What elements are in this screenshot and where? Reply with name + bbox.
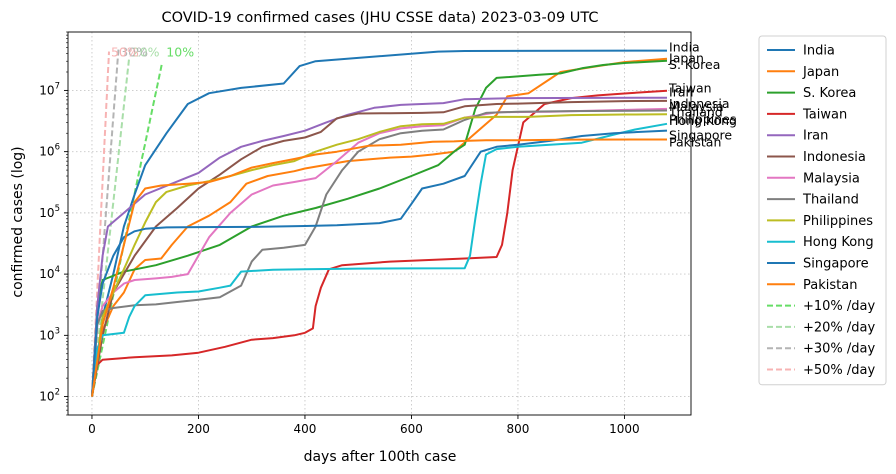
legend-label: Japan xyxy=(802,65,839,80)
legend-label: +30% /day xyxy=(803,342,876,357)
y-tick-label: 107 xyxy=(39,81,60,97)
plot-area xyxy=(91,47,668,397)
growth-line xyxy=(91,57,131,397)
series-line xyxy=(91,49,668,397)
series-end-label: Indonesia xyxy=(669,96,729,111)
y-axis-label: confirmed cases (log) xyxy=(10,146,26,297)
x-tick-label: 400 xyxy=(293,422,316,436)
legend: India Japan S. Korea Taiwan Iran Indonesia Mal… xyxy=(758,35,887,386)
series-end-label: S. Korea xyxy=(669,57,720,72)
legend-label: Singapore xyxy=(803,257,869,272)
legend-label: Thailand xyxy=(802,193,859,208)
y-tick-label: 103 xyxy=(39,326,60,342)
series-end-label: Pakistan xyxy=(669,135,721,150)
series-line xyxy=(91,107,668,397)
series-line xyxy=(91,138,668,397)
series-end-label: Singapore xyxy=(669,128,732,143)
series-line xyxy=(91,122,668,397)
y-tick-label: 104 xyxy=(39,265,60,281)
series-end-label: Iran xyxy=(669,85,693,100)
series-end-label: Philippines xyxy=(669,111,736,126)
legend-label: Malaysia xyxy=(803,171,860,186)
legend-label: +50% /day xyxy=(803,363,876,378)
series-end-label: India xyxy=(669,40,700,55)
series-line xyxy=(91,57,668,397)
series-line xyxy=(91,129,668,397)
x-tick-label: 600 xyxy=(400,422,423,436)
series-end-label: Taiwan xyxy=(668,81,712,96)
growth-line-label: 10% xyxy=(166,44,194,59)
plot-frame xyxy=(67,31,692,416)
series-end-label: Malaysia xyxy=(669,99,724,114)
series-line xyxy=(91,96,668,397)
legend-label: +20% /day xyxy=(803,320,876,335)
y-tick-label: 106 xyxy=(39,143,60,159)
legend-label: Indonesia xyxy=(803,150,866,165)
series-line xyxy=(91,99,668,397)
growth-line-label: 20% xyxy=(132,44,160,59)
series-end-label: Thailand xyxy=(668,105,723,120)
axes: 0 200 400 600 800 1000 102 103 104 105 106 107 xyxy=(39,31,640,436)
series-end-label: Hong Kong xyxy=(669,113,737,128)
growth-line-label: 50% xyxy=(111,44,139,59)
legend-label: +10% /day xyxy=(803,299,876,314)
y-tick-label: 105 xyxy=(39,204,60,220)
legend-label: India xyxy=(803,44,835,59)
y-tick-label: 102 xyxy=(39,388,60,404)
legend-box xyxy=(758,35,887,386)
series-line xyxy=(91,59,668,397)
legend-label: Taiwan xyxy=(802,107,847,122)
legend-label: Hong Kong xyxy=(803,235,874,250)
x-tick-label: 200 xyxy=(187,422,210,436)
series-line xyxy=(91,109,668,397)
legend-label: Philippines xyxy=(803,214,873,229)
legend-label: Pakistan xyxy=(803,278,857,293)
growth-line-label: 30% xyxy=(120,44,148,59)
legend-label: S. Korea xyxy=(803,86,856,101)
series-line xyxy=(91,113,668,397)
x-tick-label: 800 xyxy=(506,422,529,436)
x-tick-label: 1000 xyxy=(609,422,640,436)
series-line xyxy=(91,89,668,397)
x-tick-label: 0 xyxy=(88,422,96,436)
legend-label: Iran xyxy=(803,129,828,144)
growth-line xyxy=(91,61,164,397)
chart-title: COVID-19 confirmed cases (JHU CSSE data)… xyxy=(161,10,598,26)
x-axis-label: days after 100th case xyxy=(304,449,457,465)
series-end-label: Japan xyxy=(668,51,704,66)
